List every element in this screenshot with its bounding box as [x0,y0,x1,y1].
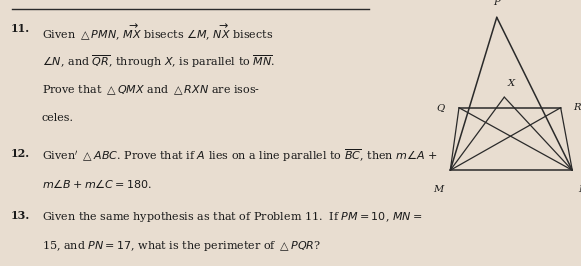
Text: 12.: 12. [10,148,30,159]
Text: X: X [508,79,515,88]
Text: Given$'$ $\triangle ABC$. Prove that if $A$ lies on a line parallel to $\overlin: Given$'$ $\triangle ABC$. Prove that if … [42,148,437,164]
Text: R: R [573,103,581,112]
Text: 15, and $PN = 17$, what is the perimeter of $\triangle PQR$?: 15, and $PN = 17$, what is the perimeter… [42,239,321,253]
Text: $\angle N$, and $\overline{QR}$, through $X$, is parallel to $\overline{MN}$.: $\angle N$, and $\overline{QR}$, through… [42,53,275,70]
Text: Prove that $\triangle QMX$ and $\triangle RXN$ are isos-: Prove that $\triangle QMX$ and $\triangl… [42,84,260,97]
Text: Given the same hypothesis as that of Problem 11.  If $PM = 10$, $MN =$: Given the same hypothesis as that of Pro… [42,210,422,224]
Text: Given $\triangle PMN$, $\overrightarrow{MX}$ bisects $\angle M$, $\overrightarro: Given $\triangle PMN$, $\overrightarrow{… [42,23,273,42]
Text: M: M [433,185,444,194]
Text: celes.: celes. [42,113,74,123]
Text: $m\angle B + m\angle C = 180$.: $m\angle B + m\angle C = 180$. [42,177,152,190]
Text: 13.: 13. [10,210,30,221]
Text: P: P [493,0,500,7]
Text: Q: Q [436,103,444,112]
Text: N: N [578,185,581,194]
Text: 11.: 11. [10,23,30,34]
